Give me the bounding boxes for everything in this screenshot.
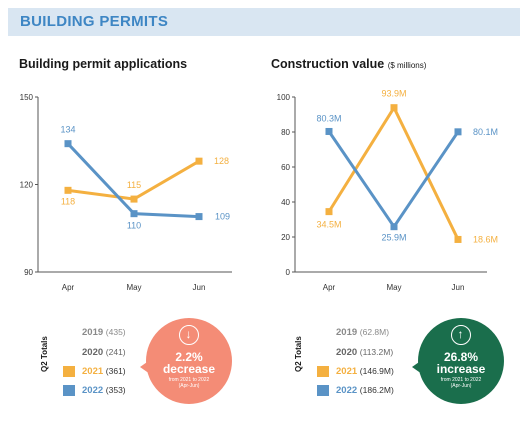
bubble-tail — [140, 360, 150, 374]
data-label-2021: 93.9M — [381, 89, 406, 99]
total-year: 2020 — [336, 347, 358, 358]
data-label-2022: 80.3M — [316, 113, 341, 123]
data-label-2021: 118 — [61, 196, 75, 206]
data-point-2021 — [195, 157, 203, 165]
data-label-2022: 109 — [215, 212, 230, 222]
total-value: (113.2M) — [359, 347, 394, 357]
y-tick-label: 150 — [20, 93, 34, 102]
x-tick-label: May — [126, 283, 141, 292]
data-point-2021 — [64, 186, 72, 194]
total-row-2019: 2019 (435) — [82, 327, 126, 338]
data-point-2022 — [390, 223, 398, 231]
data-point-2021 — [454, 235, 462, 243]
data-label-2021: 115 — [127, 180, 141, 190]
total-year: 2022 — [336, 385, 358, 396]
total-value: (241) — [105, 347, 126, 357]
total-value: (62.8M) — [359, 327, 390, 337]
total-year: 2020 — [82, 347, 104, 358]
y-tick-label: 80 — [281, 128, 290, 137]
legend-swatch-2022 — [63, 385, 75, 396]
chart-title-permits: Building permit applications — [19, 57, 187, 71]
total-row-2022: 2022 (353) — [82, 385, 126, 396]
totals-caption: Q2 Totals — [294, 336, 303, 372]
chart-subtitle: ($ millions) — [387, 61, 427, 70]
data-label-2022: 134 — [60, 125, 75, 135]
total-value: (353) — [105, 385, 126, 395]
chart-title-text: Building permit applications — [19, 57, 188, 71]
total-year: 2019 — [336, 327, 358, 338]
total-row-2021: 2021 (146.9M) — [336, 366, 394, 377]
section-banner: BUILDING PERMITS — [8, 8, 520, 36]
total-row-2020: 2020 (113.2M) — [336, 347, 393, 358]
legend-swatch-2022 — [317, 385, 329, 396]
x-tick-label: Jun — [452, 283, 465, 292]
change-note: from 2021 to 2022 (Apr-Jun) — [440, 377, 482, 389]
data-label-2022: 25.9M — [381, 233, 406, 243]
chart-title-value: Construction value ($ millions) — [271, 57, 426, 71]
total-value: (186.2M) — [359, 385, 394, 395]
data-point-2022 — [454, 128, 462, 136]
y-tick-label: 0 — [286, 268, 291, 277]
change-percent: 2.2% — [175, 350, 203, 364]
legend-swatch-2021 — [317, 366, 329, 377]
total-year: 2019 — [82, 327, 104, 338]
x-tick-label: Apr — [323, 283, 336, 292]
total-value: (146.9M) — [359, 366, 394, 376]
y-tick-label: 60 — [281, 163, 290, 172]
total-value: (435) — [105, 327, 126, 337]
legend-swatch-2021 — [63, 366, 75, 377]
data-label-2022: 110 — [127, 221, 141, 231]
x-tick-label: Apr — [62, 283, 75, 292]
arrow-down-icon: ↓ — [179, 325, 199, 345]
total-year: 2022 — [82, 385, 104, 396]
change-percent: 26.8% — [443, 350, 479, 364]
y-tick-label: 20 — [281, 233, 290, 242]
change-note: from 2021 to 2022 (Apr-Jun) — [168, 377, 210, 389]
data-point-2022 — [64, 140, 72, 148]
total-year: 2021 — [82, 366, 104, 377]
y-tick-label: 90 — [24, 268, 33, 277]
y-tick-label: 40 — [281, 198, 290, 207]
data-point-2021 — [390, 104, 398, 112]
total-row-2019: 2019 (62.8M) — [336, 327, 389, 338]
data-point-2022 — [325, 127, 333, 135]
y-tick-label: 120 — [20, 181, 34, 190]
data-label-2022: 80.1M — [473, 127, 498, 137]
data-point-2021 — [130, 195, 138, 203]
data-point-2022 — [195, 213, 203, 221]
totals-caption: Q2 Totals — [40, 336, 49, 372]
chart-title-text: Construction value — [271, 57, 385, 71]
total-row-2021: 2021 (361) — [82, 366, 126, 377]
data-point-2022 — [130, 210, 138, 218]
total-year: 2021 — [336, 366, 358, 377]
y-tick-label: 100 — [277, 93, 291, 102]
data-point-2021 — [325, 208, 333, 216]
x-tick-label: Jun — [193, 283, 206, 292]
data-label-2021: 18.6M — [473, 234, 498, 244]
x-tick-label: May — [386, 283, 401, 292]
decrease-bubble: ↓ 2.2% decrease from 2021 to 2022 (Apr-J… — [140, 318, 232, 404]
section-title: BUILDING PERMITS — [20, 13, 169, 30]
total-row-2022: 2022 (186.2M) — [336, 385, 394, 396]
bubble-tail — [412, 360, 422, 374]
change-word: decrease — [162, 362, 216, 376]
data-label-2021: 34.5M — [316, 220, 341, 230]
change-word: increase — [436, 362, 486, 376]
data-label-2021: 128 — [214, 156, 229, 166]
series-line-2021 — [327, 104, 460, 241]
arrow-up-icon: ↑ — [451, 325, 471, 345]
total-row-2020: 2020 (241) — [82, 347, 126, 358]
total-value: (361) — [105, 366, 126, 376]
increase-bubble: ↑ 26.8% increase from 2021 to 2022 (Apr-… — [412, 318, 504, 404]
